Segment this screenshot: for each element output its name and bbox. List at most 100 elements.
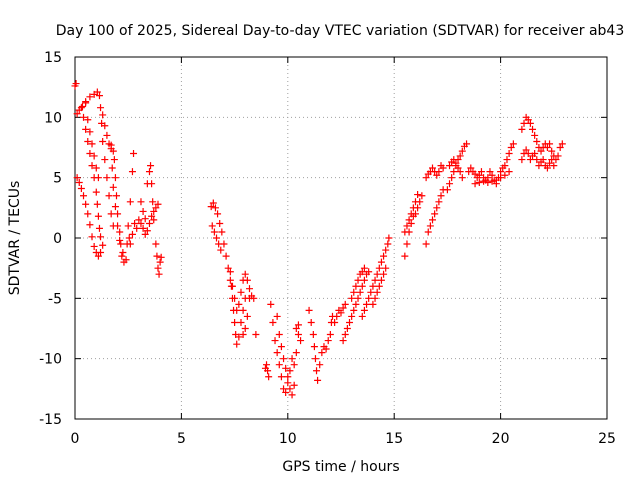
data-point: [373, 270, 381, 278]
data-point: [426, 222, 434, 230]
data-point: [273, 349, 281, 357]
data-point: [348, 312, 356, 320]
data-point: [154, 200, 162, 208]
data-point: [375, 264, 383, 272]
data-point: [109, 183, 117, 191]
data-point: [84, 210, 92, 218]
data-point: [122, 256, 130, 264]
data-point: [86, 150, 94, 158]
data-point: [116, 228, 124, 236]
data-point: [149, 198, 157, 206]
data-point: [137, 220, 145, 228]
data-point: [241, 325, 249, 332]
data-point: [150, 216, 158, 224]
data-point: [280, 355, 288, 363]
data-point: [269, 318, 277, 326]
data-point: [497, 174, 505, 182]
data-point: [128, 230, 136, 238]
data-point: [90, 242, 98, 250]
data-point: [356, 288, 364, 296]
data-point: [456, 152, 464, 160]
data-point: [443, 186, 451, 194]
data-point: [339, 337, 347, 345]
data-point: [488, 171, 496, 179]
data-point: [467, 164, 475, 172]
data-point: [94, 174, 102, 182]
data-point: [369, 282, 377, 290]
data-point: [213, 234, 221, 242]
data-point: [252, 331, 260, 339]
data-point: [126, 240, 134, 248]
data-point: [105, 192, 113, 200]
data-point: [360, 276, 368, 284]
data-point: [110, 156, 118, 164]
data-point: [282, 388, 290, 396]
data-point: [550, 162, 558, 170]
data-point: [418, 192, 426, 200]
data-point: [546, 159, 554, 167]
data-point: [531, 131, 539, 139]
data-point: [313, 367, 321, 375]
data-point: [435, 168, 443, 176]
data-point: [405, 216, 413, 224]
data-point: [505, 150, 513, 158]
data-point: [431, 210, 439, 218]
data-point: [95, 92, 103, 100]
data-point: [403, 222, 411, 230]
data-point: [94, 252, 102, 260]
data-point: [231, 318, 239, 326]
data-point: [365, 294, 373, 302]
data-point: [371, 294, 379, 302]
data-point: [384, 240, 392, 248]
data-point: [424, 228, 432, 236]
data-point: [152, 240, 160, 248]
data-point: [119, 248, 127, 256]
data-point: [352, 300, 360, 308]
data-point: [75, 178, 83, 186]
y-tick-label: -5: [48, 291, 62, 307]
data-point: [271, 337, 279, 345]
data-point: [143, 227, 151, 235]
data-point: [233, 340, 241, 348]
data-point: [97, 248, 105, 256]
data-point: [208, 222, 216, 230]
data-point: [263, 361, 271, 369]
data-point: [429, 216, 437, 224]
data-point: [286, 385, 294, 393]
data-point: [297, 337, 305, 345]
x-tick-label: 10: [279, 431, 297, 447]
data-point: [411, 198, 419, 206]
data-point: [501, 171, 509, 179]
data-point: [80, 192, 88, 200]
data-point: [239, 331, 247, 339]
data-point: [377, 258, 385, 266]
data-point: [477, 168, 485, 176]
data-point: [131, 220, 139, 228]
data-point: [218, 228, 226, 236]
data-point: [99, 137, 107, 145]
data-point: [109, 147, 117, 155]
data-point: [265, 373, 273, 381]
data-point: [145, 220, 153, 228]
data-point: [114, 222, 122, 230]
data-point: [522, 146, 530, 154]
data-point: [450, 168, 458, 176]
data-point: [422, 240, 430, 248]
data-point: [241, 270, 249, 278]
data-point: [316, 361, 324, 369]
data-point: [92, 188, 100, 196]
data-point: [294, 331, 302, 339]
data-point: [360, 306, 368, 314]
data-point: [90, 152, 98, 160]
data-point: [277, 373, 285, 381]
grid: [75, 57, 607, 419]
data-point: [216, 220, 224, 228]
data-point: [433, 171, 441, 179]
data-point: [139, 224, 147, 232]
data-point: [116, 236, 124, 244]
data-point: [124, 222, 132, 230]
data-point: [437, 192, 445, 200]
data-point: [535, 162, 543, 170]
data-point: [84, 116, 92, 124]
